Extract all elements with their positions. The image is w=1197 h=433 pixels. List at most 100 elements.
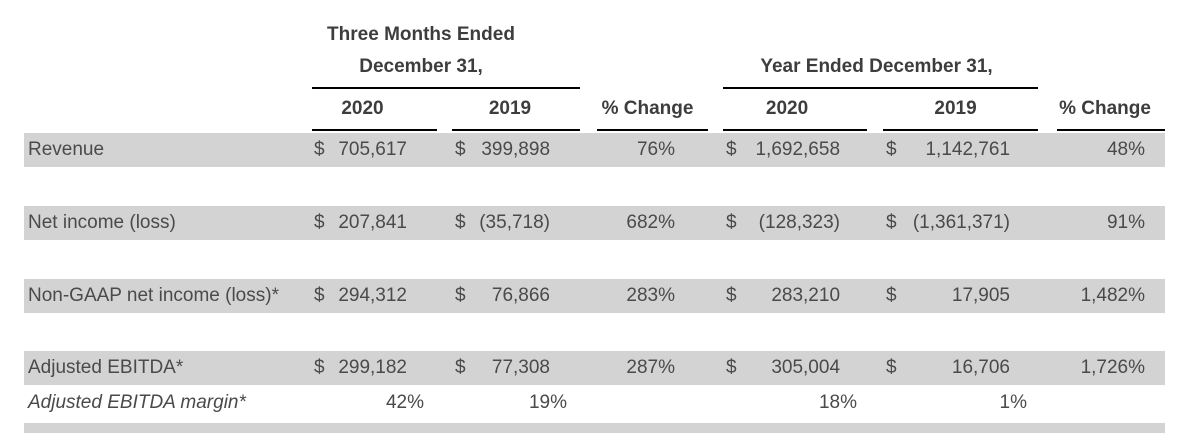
- cell-q2020: $ 299,182: [312, 351, 437, 385]
- currency-symbol: $: [726, 285, 737, 306]
- spacer-cell: [437, 279, 452, 313]
- spacer-cell: [1038, 133, 1058, 167]
- currency-symbol: $: [314, 212, 325, 233]
- cell-y2020: $ 283,210: [723, 279, 868, 313]
- header-blank: [24, 89, 312, 131]
- cell-q-change: 682%: [597, 206, 709, 240]
- spacer-cell: [708, 351, 724, 385]
- row-adjusted-ebitda: Adjusted EBITDA* $ 299,182 $ 77,308 287%…: [24, 351, 1166, 385]
- header-blank: [708, 46, 723, 89]
- cell-q2019: $ 399,898: [452, 133, 581, 167]
- cell-label: Adjusted EBITDA*: [24, 351, 312, 385]
- spacer-row: [24, 313, 1165, 351]
- cell-y2020: 18%: [818, 391, 858, 413]
- cell-y2019: $ (1,361,371): [883, 206, 1039, 240]
- cell-q2019: $ (35,718): [452, 206, 581, 240]
- column-header-q-change: % Change: [597, 89, 709, 131]
- column-header-row: 2020 2019 % Change 2020 2019 % Change: [24, 89, 1166, 131]
- spacer-cell: [437, 133, 452, 167]
- three-months-group-title-line2: December 31,: [312, 46, 581, 89]
- header-blank: [1057, 46, 1165, 89]
- table-bottom-shade-bar: [24, 423, 1166, 433]
- spacer-cell: [437, 206, 452, 240]
- spacer-cell: [708, 89, 723, 131]
- cell-q2019: $ 77,308: [452, 351, 581, 385]
- cell-label: Net income (loss): [24, 206, 312, 240]
- currency-symbol: $: [455, 139, 466, 160]
- spacer-cell: [580, 133, 598, 167]
- spacer-cell: [867, 279, 884, 313]
- cell-q2020: $ 705,617: [312, 133, 437, 167]
- spacer-cell: [867, 351, 884, 385]
- header-blank: [580, 0, 1165, 46]
- cell-y-change-empty: [1057, 385, 1165, 420]
- row-revenue: Revenue $ 705,617 $ 399,898 76% $ 1,692,…: [24, 133, 1166, 167]
- cell-value: 1,142,761: [925, 139, 1011, 160]
- currency-symbol: $: [726, 357, 737, 378]
- spacer-cell: [1038, 385, 1057, 420]
- spacer-cell: [580, 385, 597, 420]
- cell-y-change: 48%: [1057, 133, 1166, 167]
- cell-y-change: 91%: [1057, 206, 1166, 240]
- spacer-cell: [580, 351, 598, 385]
- currency-symbol: $: [455, 212, 466, 233]
- spacer-cell: [708, 385, 723, 420]
- cell-y2019: $ 17,905: [883, 279, 1039, 313]
- cell-value: 299,182: [338, 357, 407, 378]
- cell-value: 77,308: [491, 357, 551, 378]
- header-group-row-2: December 31, Year Ended December 31,: [24, 46, 1165, 89]
- currency-symbol: $: [886, 212, 897, 233]
- cell-value: 17,905: [951, 285, 1011, 306]
- cell-q-change: 283%: [597, 279, 709, 313]
- spacer-cell: [867, 133, 884, 167]
- spacer-cell: [437, 351, 452, 385]
- year-ended-group-title: Year Ended December 31,: [723, 46, 1039, 89]
- cell-y2020: $ (128,323): [723, 206, 868, 240]
- row-adjusted-ebitda-margin: Adjusted EBITDA margin* 42% 19% 18% 1%: [24, 385, 1165, 420]
- cell-value: 16,706: [951, 357, 1011, 378]
- header-group-row-1: Three Months Ended: [24, 0, 1165, 46]
- row-non-gaap-net-income: Non-GAAP net income (loss)* $ 294,312 $ …: [24, 279, 1166, 313]
- currency-symbol: $: [886, 285, 897, 306]
- cell-value: 1,692,658: [755, 139, 841, 160]
- spacer-cell: [1038, 279, 1058, 313]
- spacer-cell: [867, 206, 884, 240]
- spacer-cell: [437, 89, 452, 131]
- cell-q2019: $ 76,866: [452, 279, 581, 313]
- three-months-group-title-line1: Three Months Ended: [327, 24, 515, 45]
- spacer-row: [24, 240, 1165, 279]
- cell-value: 305,004: [771, 357, 841, 378]
- cell-label: Non-GAAP net income (loss)*: [24, 279, 312, 313]
- currency-symbol: $: [455, 285, 466, 306]
- row-net-income: Net income (loss) $ 207,841 $ (35,718) 6…: [24, 206, 1166, 240]
- cell-label: Revenue: [24, 133, 312, 167]
- cell-q-change-empty: [597, 385, 708, 420]
- spacer-cell: [437, 385, 452, 420]
- spacer-cell: [580, 89, 597, 131]
- spacer-cell: [580, 279, 598, 313]
- cell-value: 705,617: [338, 139, 407, 160]
- cell-value: 294,312: [338, 285, 407, 306]
- column-header-y2020: 2020: [723, 89, 868, 131]
- spacer-cell: [1038, 351, 1058, 385]
- column-header-q2020: 2020: [312, 89, 437, 131]
- currency-symbol: $: [726, 139, 737, 160]
- cell-q-change: 76%: [597, 133, 709, 167]
- cell-value: 76,866: [491, 285, 551, 306]
- cell-y-change: 1,482%: [1057, 279, 1166, 313]
- cell-value: (128,323): [758, 212, 841, 233]
- cell-value: (35,718): [479, 212, 551, 233]
- spacer-cell: [708, 279, 724, 313]
- cell-value: (1,361,371): [912, 212, 1011, 233]
- spacer-cell: [867, 89, 883, 131]
- header-blank: [597, 46, 708, 89]
- cell-value: 399,898: [481, 139, 551, 160]
- cell-y2020: $ 305,004: [723, 351, 868, 385]
- currency-symbol: $: [886, 139, 897, 160]
- cell-y2019: $ 1,142,761: [883, 133, 1039, 167]
- currency-symbol: $: [314, 285, 325, 306]
- header-blank: [24, 46, 312, 89]
- spacer-cell: [708, 206, 724, 240]
- cell-y2019: $ 16,706: [883, 351, 1039, 385]
- spacer-row: [24, 167, 1165, 206]
